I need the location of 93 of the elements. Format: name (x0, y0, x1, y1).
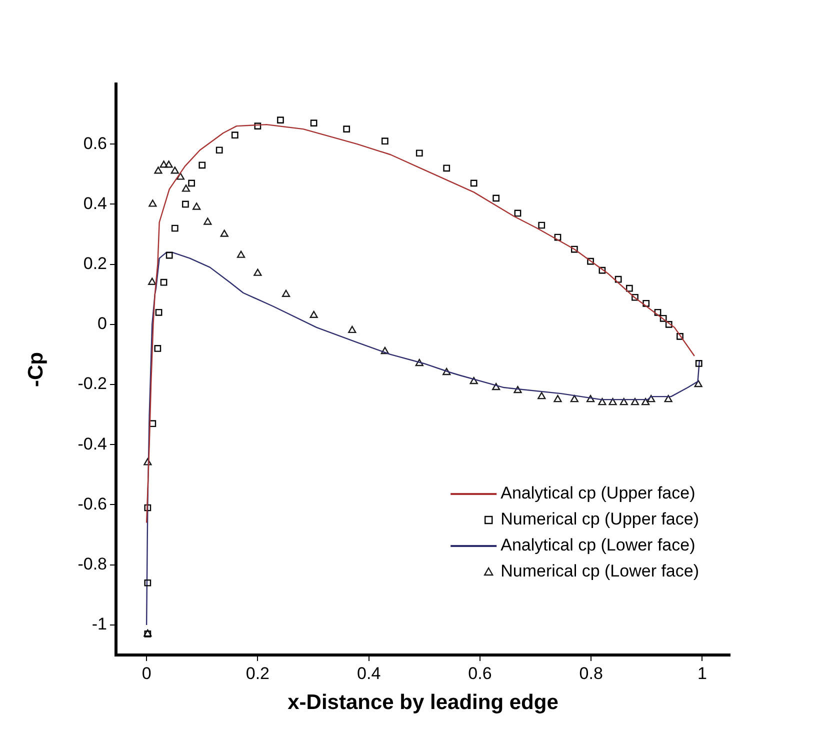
point (154, 166, 162, 174)
point (148, 278, 156, 285)
point (641, 398, 650, 406)
y-axis-title: -Cp (24, 352, 48, 387)
point (538, 222, 546, 229)
point (182, 184, 190, 192)
point (695, 360, 702, 367)
point (343, 126, 350, 133)
point (220, 230, 228, 237)
point (192, 202, 201, 210)
x-tick-label: 0 (142, 664, 152, 683)
point (514, 386, 522, 394)
point (416, 150, 423, 157)
point (236, 250, 246, 258)
y-tick-label: 0 (98, 314, 107, 334)
y-tick-label: 0.4 (83, 194, 107, 213)
y-tick-label: -0.8 (78, 554, 107, 574)
point (443, 164, 450, 172)
point (614, 276, 622, 283)
point (587, 258, 594, 265)
point (144, 579, 152, 586)
point (570, 394, 578, 402)
point (155, 308, 162, 316)
legend-label: Numerical cp (Upper face) (500, 510, 700, 529)
point (538, 392, 546, 400)
point (254, 268, 262, 276)
point (380, 346, 389, 354)
point (694, 380, 702, 388)
point (254, 122, 262, 130)
y-tick-label: -0.4 (78, 434, 107, 454)
point (310, 310, 318, 318)
point (160, 160, 168, 168)
point (277, 116, 284, 124)
x-tick-label: 1 (697, 664, 707, 683)
point (216, 146, 223, 154)
x-tick-label: 0.4 (357, 664, 381, 683)
point (148, 200, 157, 207)
point (626, 284, 633, 292)
point (282, 290, 290, 297)
point (630, 398, 640, 406)
legend-label: Numerical cp (Lower face) (500, 562, 700, 581)
y-tick-label: -0.2 (78, 374, 107, 394)
x-tick-label: 0.6 (468, 664, 492, 683)
point (182, 200, 189, 208)
point (554, 234, 562, 241)
x-tick-label: 0.8 (579, 664, 603, 683)
point (470, 180, 478, 187)
point (382, 138, 388, 145)
point (144, 504, 152, 512)
point (149, 420, 156, 428)
point (647, 394, 656, 402)
point (664, 394, 672, 402)
point (415, 358, 424, 366)
point (665, 320, 672, 328)
point (204, 218, 212, 225)
point (642, 300, 650, 307)
point (310, 120, 318, 126)
point (164, 160, 173, 168)
x-axis-title: x-Distance by leading edge (288, 691, 558, 714)
point (442, 368, 451, 376)
point (170, 166, 179, 174)
point (632, 294, 638, 301)
point (470, 376, 478, 384)
y-tick-label: 0.6 (83, 134, 107, 153)
point (492, 194, 500, 202)
legend-label: Analytical cp (Lower face) (500, 536, 696, 555)
point (176, 172, 185, 180)
point (676, 333, 684, 340)
point (198, 162, 206, 169)
y-tick-label: -0.6 (78, 494, 107, 514)
point (598, 266, 606, 274)
point (231, 132, 238, 139)
point (160, 278, 168, 286)
legend-label: Analytical cp (Upper face) (500, 484, 696, 503)
point (514, 210, 522, 217)
x-tick-label: 0.2 (246, 664, 270, 683)
point (188, 180, 195, 187)
point (598, 398, 606, 406)
point (144, 458, 152, 466)
point (348, 326, 356, 334)
point (154, 345, 162, 352)
point (608, 398, 617, 406)
point (660, 314, 667, 322)
point (171, 224, 178, 232)
point (166, 252, 173, 259)
point (492, 382, 500, 390)
point (654, 308, 662, 316)
point (620, 398, 628, 406)
y-tick-label: 0.2 (83, 254, 107, 274)
point (586, 394, 595, 402)
y-tick-label: -1 (92, 614, 107, 634)
point (570, 246, 578, 253)
point (554, 394, 562, 402)
